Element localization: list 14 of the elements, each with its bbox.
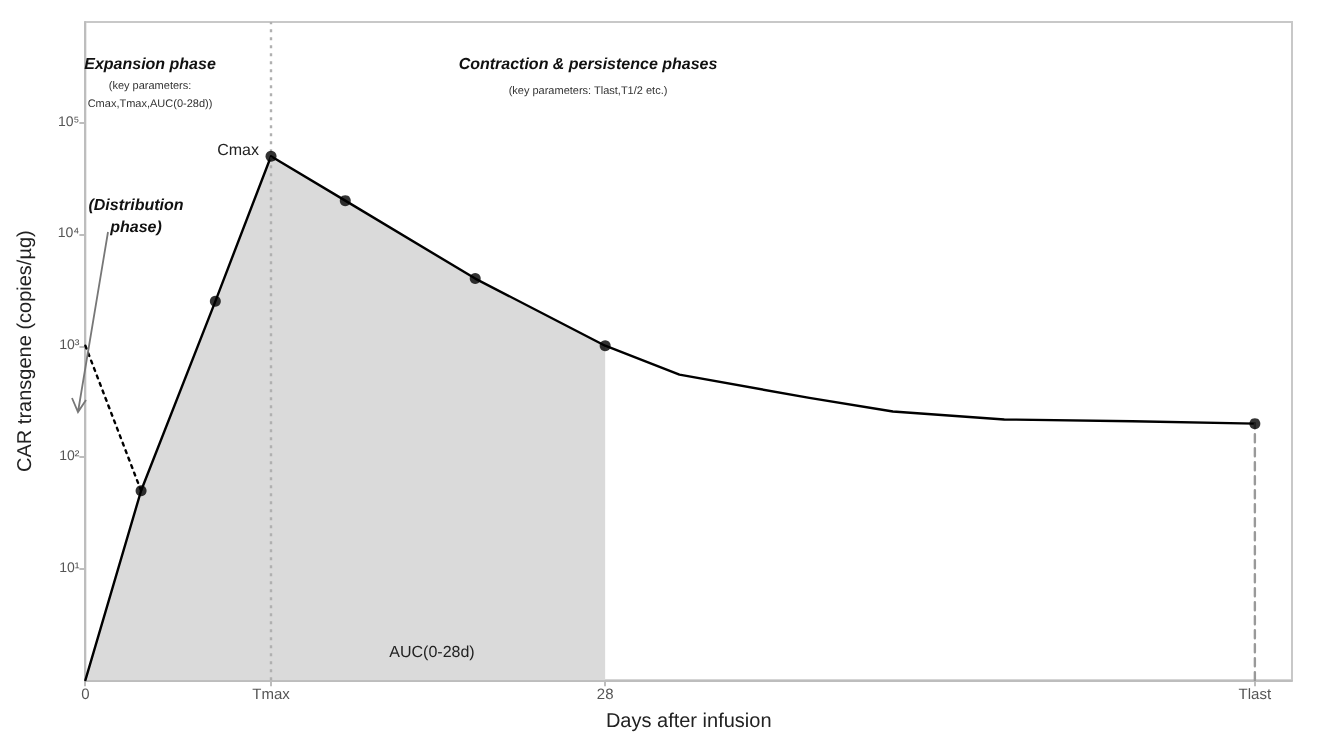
y-axis-title: CAR transgene (copies/µg): [15, 230, 37, 472]
annotation: AUC(0-28d): [389, 643, 476, 661]
point: [1249, 418, 1261, 430]
x-axis-title: Days after infusion: [605, 711, 772, 733]
point: [265, 150, 277, 162]
annotation: (Distribution phase): [88, 196, 184, 236]
point: [599, 340, 611, 352]
annotation: Contraction & persistence phases: [458, 55, 719, 73]
annotation: Cmax: [217, 141, 260, 160]
point: [135, 485, 147, 497]
point: [339, 195, 351, 207]
point: [469, 273, 481, 285]
annotation: Expansion phase: [84, 55, 217, 73]
point: [209, 295, 221, 307]
